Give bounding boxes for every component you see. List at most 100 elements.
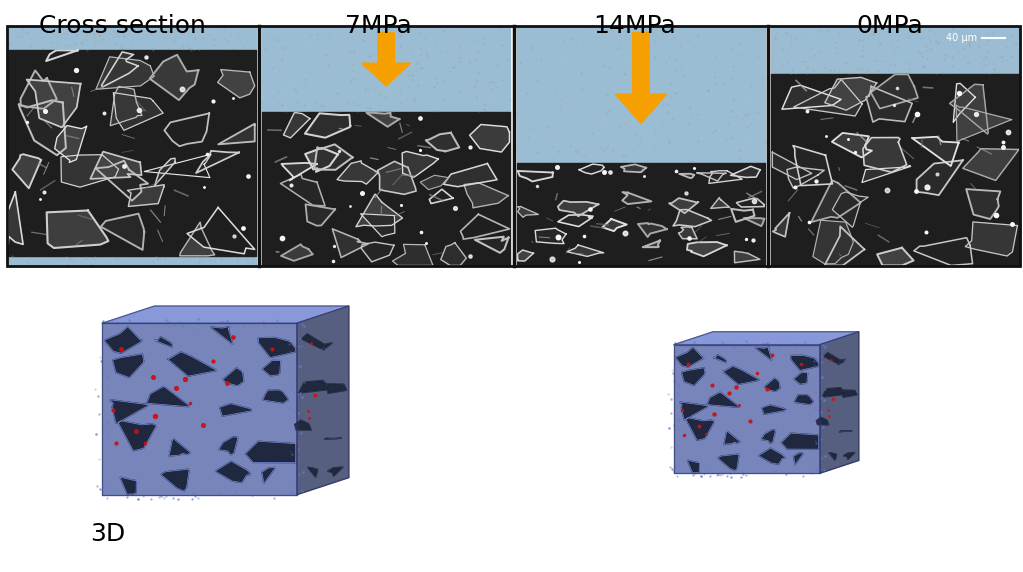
- Polygon shape: [324, 438, 342, 439]
- Polygon shape: [755, 347, 772, 360]
- FancyArrow shape: [362, 33, 411, 86]
- Polygon shape: [297, 306, 349, 495]
- Polygon shape: [711, 197, 729, 208]
- Polygon shape: [114, 93, 163, 130]
- Polygon shape: [393, 244, 433, 265]
- Polygon shape: [20, 70, 56, 109]
- Polygon shape: [966, 222, 1018, 256]
- Polygon shape: [187, 208, 255, 254]
- Polygon shape: [558, 201, 598, 216]
- Polygon shape: [794, 80, 862, 116]
- Polygon shape: [832, 133, 872, 157]
- Polygon shape: [673, 209, 711, 227]
- Polygon shape: [791, 355, 818, 370]
- Polygon shape: [196, 151, 239, 173]
- Polygon shape: [862, 165, 910, 182]
- Polygon shape: [54, 125, 87, 162]
- Polygon shape: [877, 248, 914, 265]
- Polygon shape: [674, 344, 819, 474]
- Polygon shape: [283, 113, 310, 138]
- Polygon shape: [145, 387, 190, 407]
- Polygon shape: [824, 352, 844, 364]
- Polygon shape: [822, 388, 846, 397]
- Polygon shape: [47, 210, 108, 248]
- Polygon shape: [681, 368, 705, 386]
- Polygon shape: [953, 84, 975, 122]
- Polygon shape: [825, 227, 864, 265]
- Polygon shape: [113, 354, 144, 378]
- Polygon shape: [299, 380, 330, 393]
- Polygon shape: [772, 152, 812, 180]
- Polygon shape: [211, 327, 233, 344]
- Polygon shape: [957, 105, 1012, 141]
- Polygon shape: [697, 173, 725, 181]
- Polygon shape: [95, 161, 148, 201]
- Polygon shape: [949, 84, 988, 134]
- Polygon shape: [782, 433, 818, 449]
- Polygon shape: [963, 149, 1019, 180]
- Polygon shape: [793, 146, 833, 186]
- Polygon shape: [259, 337, 296, 358]
- Polygon shape: [475, 237, 508, 253]
- Polygon shape: [281, 163, 317, 180]
- Polygon shape: [713, 355, 726, 363]
- Polygon shape: [426, 133, 459, 152]
- Polygon shape: [638, 223, 667, 237]
- Polygon shape: [96, 57, 154, 89]
- Polygon shape: [149, 55, 198, 100]
- Polygon shape: [377, 161, 416, 194]
- Polygon shape: [327, 467, 343, 476]
- Polygon shape: [295, 420, 311, 430]
- Polygon shape: [794, 372, 807, 384]
- Polygon shape: [120, 477, 136, 494]
- Polygon shape: [603, 219, 627, 231]
- Polygon shape: [326, 384, 347, 394]
- Polygon shape: [772, 213, 790, 237]
- Polygon shape: [441, 243, 466, 265]
- Polygon shape: [679, 402, 709, 420]
- Polygon shape: [18, 100, 65, 155]
- Polygon shape: [816, 418, 829, 425]
- Polygon shape: [8, 192, 24, 244]
- Bar: [7, 26, 256, 50]
- Polygon shape: [27, 80, 81, 128]
- Text: Cross section: Cross section: [39, 14, 207, 38]
- Polygon shape: [165, 113, 210, 146]
- Polygon shape: [101, 52, 138, 87]
- Polygon shape: [102, 306, 349, 323]
- Polygon shape: [144, 154, 211, 178]
- Polygon shape: [687, 242, 726, 256]
- Polygon shape: [687, 460, 700, 472]
- Bar: [771, 26, 1020, 74]
- Polygon shape: [101, 214, 144, 250]
- Polygon shape: [356, 194, 403, 227]
- Polygon shape: [811, 180, 860, 222]
- Polygon shape: [305, 113, 350, 138]
- Bar: [262, 112, 510, 266]
- Polygon shape: [280, 174, 325, 206]
- Polygon shape: [161, 469, 189, 491]
- Polygon shape: [361, 242, 394, 262]
- Polygon shape: [819, 332, 859, 474]
- Polygon shape: [180, 222, 215, 256]
- Polygon shape: [839, 431, 852, 432]
- Polygon shape: [759, 448, 786, 464]
- Polygon shape: [302, 334, 328, 348]
- Polygon shape: [863, 137, 906, 172]
- Polygon shape: [735, 251, 760, 263]
- Polygon shape: [622, 192, 652, 204]
- Polygon shape: [360, 214, 395, 237]
- Polygon shape: [220, 404, 253, 416]
- Polygon shape: [314, 144, 353, 170]
- Polygon shape: [110, 86, 142, 126]
- Polygon shape: [794, 395, 813, 404]
- Polygon shape: [218, 70, 255, 98]
- Polygon shape: [685, 418, 714, 440]
- Polygon shape: [829, 452, 837, 460]
- Polygon shape: [838, 359, 845, 365]
- Polygon shape: [679, 174, 694, 178]
- Bar: [7, 50, 256, 256]
- Polygon shape: [90, 152, 141, 179]
- Polygon shape: [306, 204, 336, 226]
- Polygon shape: [787, 167, 825, 188]
